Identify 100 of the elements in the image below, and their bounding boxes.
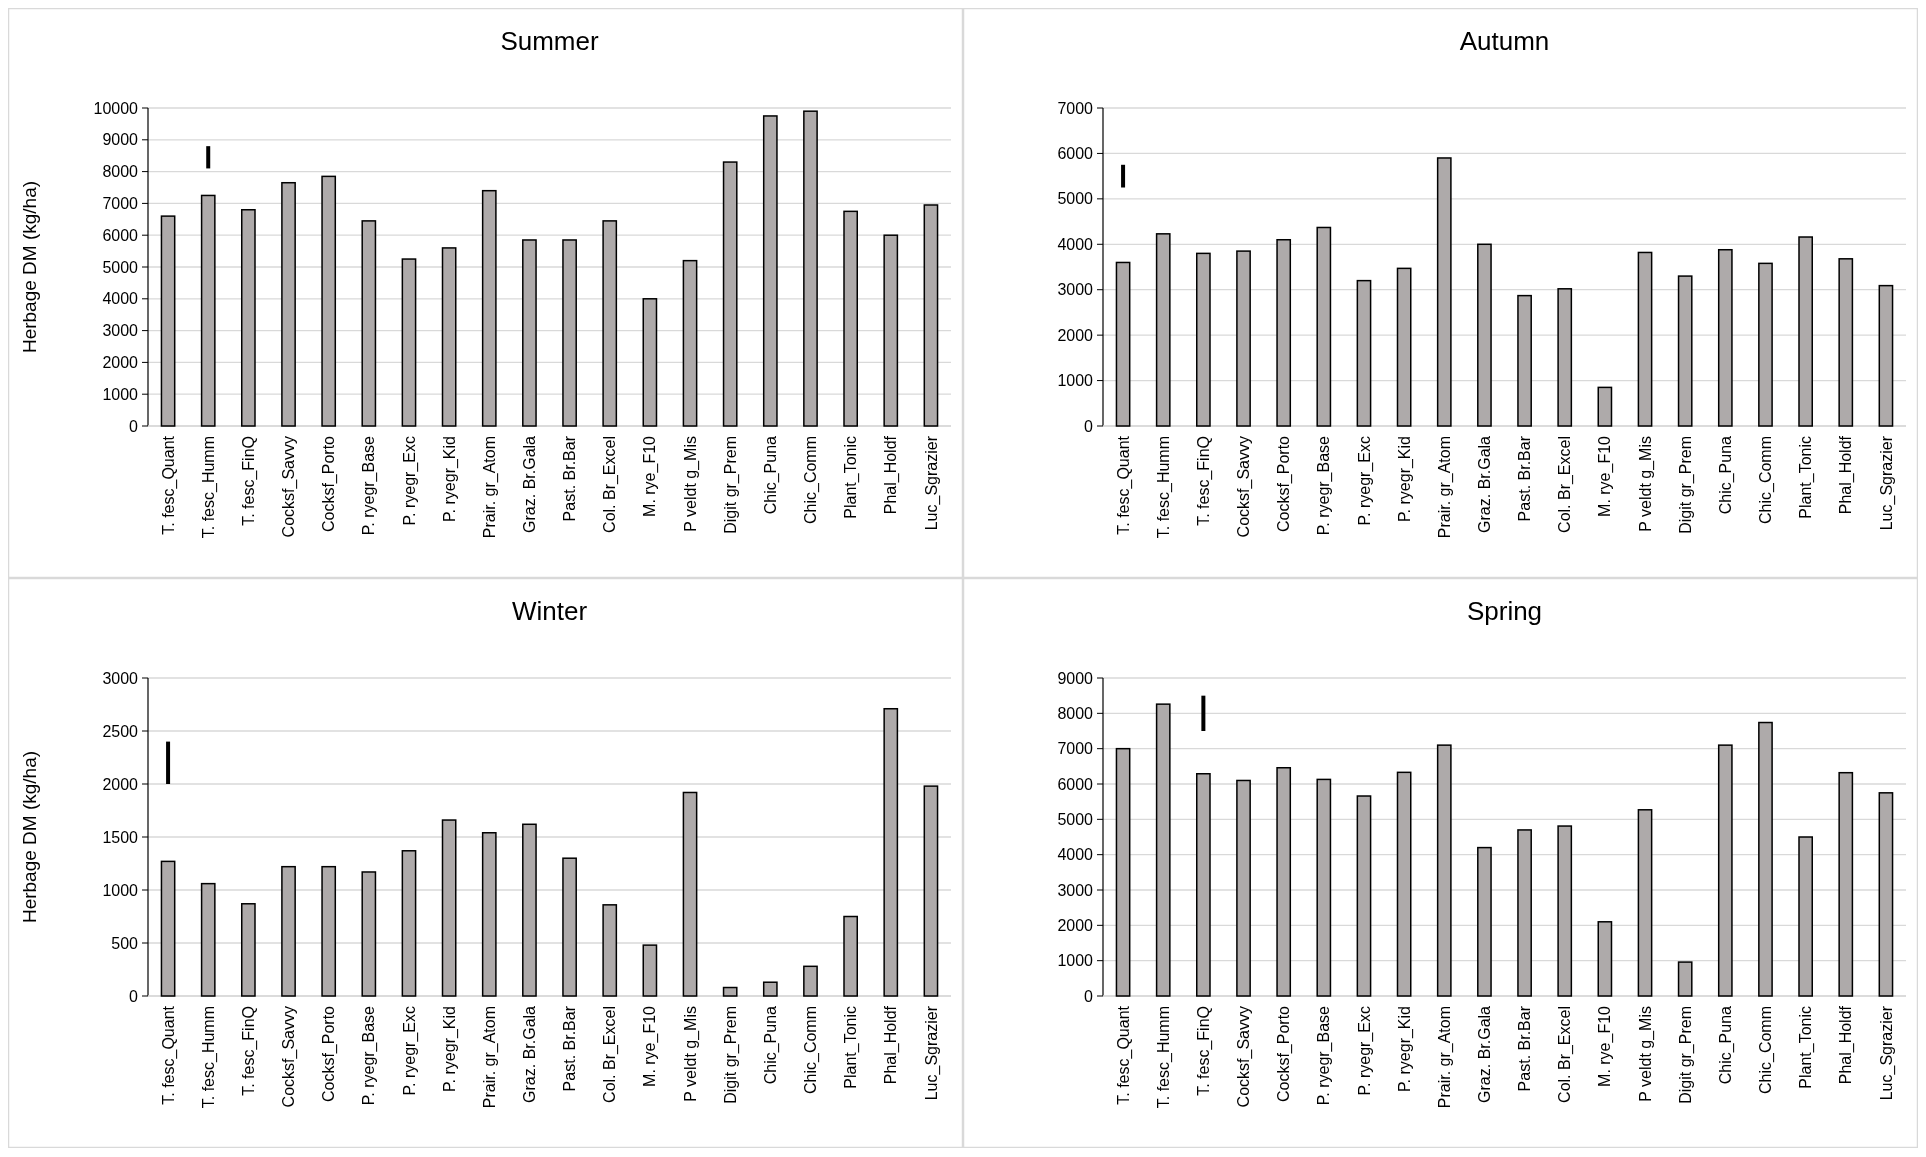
y-tick-label: 4000 — [1057, 846, 1094, 864]
bar — [803, 965, 818, 997]
bar — [1115, 261, 1131, 427]
x-tick-label: M. rye_F10 — [641, 1005, 660, 1087]
y-tick-label: 5000 — [1057, 810, 1094, 828]
bar — [200, 194, 216, 427]
bar — [206, 146, 211, 169]
x-tick-label: Cocksf_Savvy — [1235, 436, 1254, 538]
x-tick-label: M. rye_F10 — [1596, 1005, 1615, 1087]
x-tick-label: Graz. Br.Gala — [521, 435, 539, 533]
bar — [1677, 961, 1693, 997]
bar — [1276, 767, 1292, 997]
x-tick-label: Prair. gr_Atom — [480, 436, 499, 539]
bar — [441, 819, 457, 997]
y-tick-label: 2000 — [1057, 326, 1094, 344]
bar — [522, 239, 537, 427]
x-tick-label: Graz. Br.Gala — [1476, 435, 1494, 533]
x-tick-label: Graz. Br.Gala — [1476, 1005, 1494, 1103]
bar — [321, 175, 337, 427]
x-tick-label: T. fesc_FinQ — [239, 436, 258, 526]
x-tick-label: Digit gr_Prem — [721, 1006, 740, 1104]
y-tick-label: 7000 — [1057, 99, 1094, 117]
bar — [1557, 825, 1573, 997]
x-tick-label: T. fesc_FinQ — [239, 1006, 258, 1096]
bar — [1155, 703, 1171, 997]
y-tick-label: 6000 — [1057, 775, 1094, 793]
x-tick-label: P. ryegr_Base — [360, 435, 379, 536]
bar — [803, 110, 818, 427]
bar — [1798, 236, 1813, 427]
x-tick-label: Cocksf_Savvy — [1235, 1006, 1254, 1108]
bar — [361, 220, 377, 427]
x-tick-label: Plant_Tonic — [1797, 1006, 1816, 1089]
x-tick-label: Plant_Tonic — [1797, 436, 1816, 519]
x-tick-label: Chic_Puna — [761, 1005, 780, 1085]
x-tick-label: P. ryegr_Kid — [440, 1006, 459, 1092]
x-tick-label: P. ryegr_Base — [360, 1005, 379, 1106]
y-tick-label: 5000 — [102, 258, 139, 276]
bar — [166, 741, 171, 784]
y-tick-label: 8000 — [1057, 704, 1094, 722]
y-tick-label: 0 — [129, 987, 139, 1005]
x-tick-label: T. fesc_Quant — [159, 1005, 178, 1105]
x-tick-label: Phal_Holdf — [882, 435, 901, 515]
x-tick-label: Prair. gr_Atom — [1435, 436, 1454, 539]
bar — [1236, 779, 1251, 997]
x-tick-label: Past. Br.Bar — [1516, 435, 1534, 522]
x-tick-label: Col. Br_Excel — [1556, 1006, 1575, 1103]
y-tick-label: 2500 — [102, 722, 139, 740]
x-tick-label: Chic_Puna — [1716, 435, 1735, 515]
chart-title: Winter — [511, 596, 588, 626]
bar — [1155, 233, 1171, 427]
x-tick-label: P veldt g_Mis — [1636, 436, 1655, 532]
x-tick-label: T. fesc_FinQ — [1194, 1006, 1213, 1096]
x-tick-label: Phal_Holdf — [1837, 1005, 1856, 1085]
x-tick-label: Plant_Tonic — [842, 436, 861, 519]
x-tick-label: Cocksf_Savvy — [280, 1006, 299, 1108]
bar — [1557, 288, 1573, 427]
bar — [682, 791, 698, 997]
bar — [722, 161, 738, 427]
y-tick-label: 500 — [111, 934, 139, 952]
x-tick-label: Cocksf_Porto — [320, 1005, 339, 1103]
x-tick-label: T. fesc_Humm — [1154, 436, 1173, 539]
bar — [1436, 157, 1452, 427]
bar — [1758, 262, 1773, 427]
bar — [1838, 771, 1854, 997]
bar — [1196, 773, 1211, 997]
x-tick-label: Phal_Holdf — [882, 1005, 901, 1085]
x-tick-label: Luc_Sgrazier — [1877, 435, 1896, 531]
bar — [1637, 251, 1653, 427]
x-tick-label: Prair. gr_Atom — [480, 1006, 499, 1109]
bar — [1115, 747, 1131, 997]
y-tick-label: 0 — [129, 417, 139, 435]
y-tick-label: 3000 — [1057, 881, 1094, 899]
x-tick-label: Digit gr_Prem — [1676, 436, 1695, 534]
x-tick-label: Past. Br.Bar — [561, 435, 579, 522]
bar — [682, 259, 698, 427]
x-tick-label: Col. Br_Excel — [601, 1006, 620, 1103]
y-tick-label: 0 — [1084, 987, 1094, 1005]
bar — [361, 871, 377, 997]
bar — [1878, 284, 1894, 427]
y-tick-label: 9000 — [102, 131, 139, 149]
bar — [1356, 279, 1372, 427]
x-tick-label: P veldt g_Mis — [1636, 1006, 1655, 1102]
y-tick-label: 9000 — [1057, 669, 1094, 687]
bar — [1838, 258, 1854, 427]
x-tick-label: Phal_Holdf — [1837, 435, 1856, 515]
y-tick-label: 6000 — [1057, 145, 1094, 163]
y-tick-label: 10000 — [93, 99, 139, 117]
x-tick-label: M. rye_F10 — [641, 435, 660, 517]
bar — [281, 865, 296, 997]
bar — [1677, 275, 1693, 427]
x-tick-label: P. ryegr_Kid — [1395, 436, 1414, 522]
bar — [762, 115, 778, 427]
bar — [481, 832, 497, 997]
y-tick-label: 4000 — [102, 290, 139, 308]
bar — [1316, 778, 1332, 997]
y-tick-label: 1000 — [1057, 952, 1094, 970]
x-tick-label: Chic_Puna — [761, 435, 780, 515]
bar — [1196, 252, 1211, 427]
bar — [1276, 238, 1292, 427]
bar — [522, 823, 537, 997]
